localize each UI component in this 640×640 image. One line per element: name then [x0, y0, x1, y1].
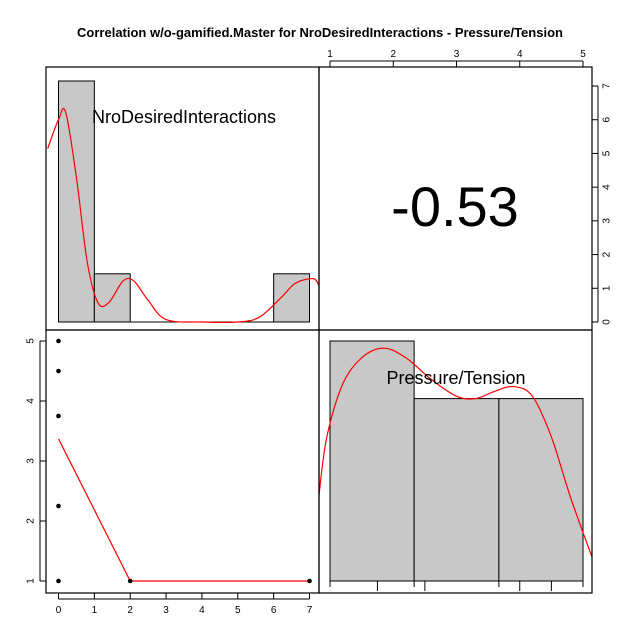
right-axis-tick-label: 2: [602, 251, 613, 257]
scatter-panel: [56, 338, 312, 584]
scatter-point: [56, 368, 61, 374]
top-axis-tick-label: 2: [390, 49, 396, 60]
right-axis-tick-label: 3: [602, 218, 613, 224]
density-curve: [318, 347, 593, 558]
bottom-axis-tick-label: 3: [163, 605, 169, 616]
scatter-point: [56, 338, 61, 344]
scatter-point: [56, 578, 61, 584]
right-axis-tick-label: 5: [602, 150, 613, 156]
scatter-point: [127, 578, 133, 584]
right-axis-tick-label: 4: [602, 184, 613, 190]
histogram-bar: [58, 80, 95, 323]
scatter-point: [56, 503, 61, 509]
panel-border: [318, 329, 593, 594]
histogram-bar: [413, 398, 500, 582]
histogram-bar: [498, 398, 584, 582]
bottom-axis-tick-label: 0: [56, 605, 62, 616]
top-axis-tick-label: 1: [327, 49, 333, 60]
variable-label-nrodesiredinteractions: NroDesiredInteractions: [92, 107, 276, 127]
top-axis-tick-label: 3: [454, 49, 460, 60]
scatter-point: [56, 413, 61, 419]
bottom-axis-tick-label: 6: [271, 605, 277, 616]
scatter-point: [307, 578, 312, 584]
top-axis-tick-label: 4: [517, 49, 523, 60]
left-axis-tick-label: 4: [26, 398, 37, 404]
left-axis-tick-label: 3: [26, 458, 37, 464]
right-axis-tick-label: 0: [602, 319, 613, 325]
top-axis-tick-label: 5: [580, 49, 586, 60]
right-axis-tick-label: 7: [602, 83, 613, 89]
density-curve: [47, 107, 320, 324]
left-axis-tick-label: 1: [26, 578, 37, 584]
panel-border: [45, 329, 320, 594]
variable-label-pressure-tension: Pressure/Tension: [386, 368, 525, 388]
bottom-axis-tick-label: 1: [92, 605, 98, 616]
right-axis-tick-label: 6: [602, 116, 613, 122]
axes: 1 2 3 4 5 0 1 2 3 4 5 6 7 1 2 3 4 5 0 1 2 3 4 5 6 7: [26, 49, 613, 616]
bottom-axis-tick-label: 4: [199, 605, 205, 616]
bottom-axis-tick-label: 5: [235, 605, 241, 616]
right-axis-tick-label: 1: [602, 285, 613, 291]
left-axis-tick-label: 5: [26, 338, 37, 344]
smooth-line: [57, 438, 310, 582]
correlation-value: -0.53: [391, 175, 519, 238]
bottom-axis-tick-label: 7: [307, 605, 313, 616]
chart-title: Correlation w/o-gamified.Master for NroD…: [77, 25, 563, 40]
left-axis-tick-label: 2: [26, 518, 37, 524]
histogram-bar: [273, 273, 310, 323]
histogram-panel-nrodesiredinteractions: [47, 80, 320, 324]
bottom-axis-tick-label: 2: [127, 605, 133, 616]
histogram-panel-pressure-tension: [318, 340, 593, 591]
